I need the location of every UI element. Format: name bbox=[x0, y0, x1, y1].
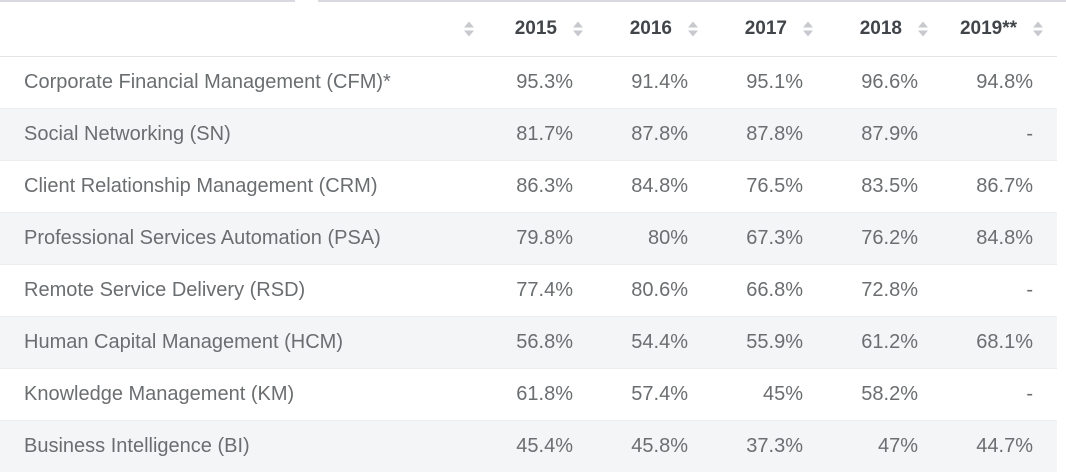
table-row: Knowledge Management (KM) 61.8% 57.4% 45% 58… bbox=[0, 367, 1057, 420]
column-header-label: 2017 bbox=[744, 17, 787, 39]
column-header-label: 2018 bbox=[859, 17, 902, 39]
sort-icon bbox=[918, 21, 928, 37]
value-cell: 91.4% bbox=[631, 70, 688, 93]
sort-icon bbox=[803, 21, 813, 37]
row-label: Human Capital Management (HCM) bbox=[0, 315, 482, 368]
value-cell: 47% bbox=[827, 419, 942, 472]
table-row: Business Intelligence (BI) 45.4% 45.8% 37.3… bbox=[0, 419, 1057, 472]
value-cell: 87.8% bbox=[712, 107, 827, 160]
sort-icon bbox=[464, 21, 474, 37]
value-cell: 66.8% bbox=[712, 263, 827, 316]
value-cell: 57.4% bbox=[597, 367, 712, 420]
value-cell: 79.8% bbox=[482, 211, 597, 264]
value-cell: 77.4% bbox=[482, 263, 597, 316]
value-cell: 80.6% bbox=[597, 263, 712, 316]
value-cell: 84.8% bbox=[942, 211, 1057, 264]
value-cell: 56.8% bbox=[482, 315, 597, 368]
value-cell: 68.1% bbox=[942, 315, 1057, 368]
value-cell: 54.4% bbox=[597, 315, 712, 368]
sort-icon bbox=[1033, 21, 1043, 37]
value-cell: 86.7% bbox=[942, 159, 1057, 212]
value-cell: 76.2% bbox=[827, 211, 942, 264]
table-row: Client Relationship Management (CRM) 86.3… bbox=[0, 159, 1057, 212]
value-cell: 94.8% bbox=[976, 70, 1033, 93]
value-cell: 84.8% bbox=[597, 159, 712, 212]
value-cell: 44.7% bbox=[942, 419, 1057, 472]
column-header-2015[interactable]: 2015 bbox=[482, 2, 597, 57]
value-cell: - bbox=[942, 367, 1057, 420]
row-label: Social Networking (SN) bbox=[0, 107, 482, 160]
table-header: 2015 2016 2017 2018 2019** bbox=[0, 2, 1057, 57]
row-label: Business Intelligence (BI) bbox=[0, 419, 482, 472]
value-cell: 87.9% bbox=[827, 107, 942, 160]
column-header-2018[interactable]: 2018 bbox=[827, 2, 942, 57]
value-cell: 67.3% bbox=[712, 211, 827, 264]
value-cell: 58.2% bbox=[827, 367, 942, 420]
row-label: Knowledge Management (KM) bbox=[0, 367, 482, 420]
column-header-label: 2019** bbox=[959, 17, 1017, 39]
column-header-2017[interactable]: 2017 bbox=[712, 2, 827, 57]
value-cell: 55.9% bbox=[712, 315, 827, 368]
value-cell: 83.5% bbox=[827, 159, 942, 212]
table-row: Remote Service Delivery (RSD) 77.4% 80.6% 6… bbox=[0, 263, 1057, 316]
value-cell: 76.5% bbox=[712, 159, 827, 212]
header-row: 2015 2016 2017 2018 2019** bbox=[0, 2, 1057, 57]
value-cell: - bbox=[942, 263, 1057, 316]
value-cell: 45.4% bbox=[482, 419, 597, 472]
value-cell: 37.3% bbox=[712, 419, 827, 472]
table-row: Social Networking (SN) 81.7% 87.8% 87.8% 87.… bbox=[0, 107, 1057, 160]
sort-icon bbox=[573, 21, 583, 37]
column-header-label: 2016 bbox=[629, 17, 672, 39]
row-label: Professional Services Automation (PSA) bbox=[0, 211, 482, 264]
value-cell: 80% bbox=[597, 211, 712, 264]
value-cell: 87.8% bbox=[597, 107, 712, 160]
value-cell: 96.6% bbox=[861, 70, 918, 93]
column-header-2019[interactable]: 2019** bbox=[942, 2, 1057, 57]
value-cell: - bbox=[942, 107, 1057, 160]
column-header-category[interactable] bbox=[0, 2, 482, 57]
sort-icon bbox=[688, 21, 698, 37]
column-header-label: 2015 bbox=[514, 17, 557, 39]
table-row: Human Capital Management (HCM) 56.8% 54.4%… bbox=[0, 315, 1057, 368]
table-row: Corporate Financial Management (CFM)* 95.… bbox=[0, 56, 1057, 108]
value-cell: 61.2% bbox=[827, 315, 942, 368]
row-label: Client Relationship Management (CRM) bbox=[0, 159, 482, 212]
column-header-2016[interactable]: 2016 bbox=[597, 2, 712, 57]
value-cell: 45.8% bbox=[597, 419, 712, 472]
value-cell: 86.3% bbox=[482, 159, 597, 212]
top-border-line bbox=[0, 0, 1066, 2]
value-cell: 45% bbox=[712, 367, 827, 420]
top-border-notch bbox=[295, 0, 318, 2]
row-label: Remote Service Delivery (RSD) bbox=[0, 263, 482, 316]
value-cell: 72.8% bbox=[827, 263, 942, 316]
table-row: Professional Services Automation (PSA) 79… bbox=[0, 211, 1057, 264]
value-cell: 95.1% bbox=[746, 70, 803, 93]
row-label: Corporate Financial Management (CFM)* bbox=[24, 70, 391, 93]
value-cell: 81.7% bbox=[482, 107, 597, 160]
value-cell: 95.3% bbox=[516, 70, 573, 93]
table-body: Corporate Financial Management (CFM)* 95.… bbox=[0, 56, 1057, 472]
value-cell: 61.8% bbox=[482, 367, 597, 420]
